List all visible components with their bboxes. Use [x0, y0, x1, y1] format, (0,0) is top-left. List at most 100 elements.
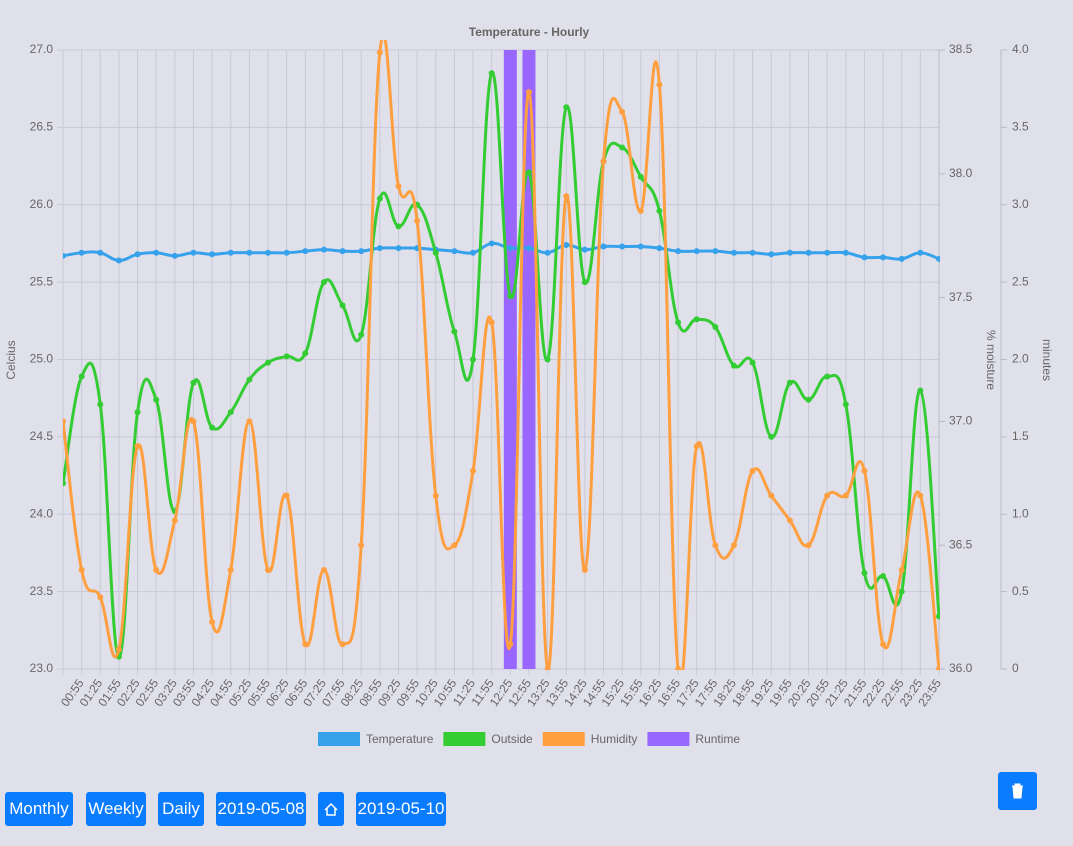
- point: [619, 144, 626, 151]
- y3-tick-label: 1.0: [1012, 506, 1029, 520]
- point: [842, 401, 849, 408]
- point: [488, 70, 495, 77]
- point: [525, 245, 532, 252]
- point: [898, 588, 905, 595]
- point: [63, 418, 66, 425]
- point: [805, 249, 812, 256]
- point: [190, 418, 197, 425]
- point: [78, 373, 85, 380]
- point: [544, 356, 551, 363]
- home-icon: [324, 802, 338, 816]
- point: [320, 279, 327, 286]
- plot-area: [63, 40, 940, 670]
- point: [134, 409, 141, 416]
- delete-button[interactable]: [998, 772, 1037, 810]
- legend-label: Temperature: [366, 732, 434, 746]
- point: [675, 666, 682, 670]
- point: [339, 248, 346, 255]
- point: [880, 573, 887, 580]
- point: [414, 217, 421, 224]
- point: [917, 249, 924, 256]
- point: [936, 255, 940, 262]
- line: [63, 40, 940, 670]
- button[interactable]: Daily: [158, 792, 204, 826]
- point: [637, 243, 644, 250]
- point: [358, 542, 365, 549]
- legend-swatch: [318, 732, 360, 746]
- point: [339, 641, 346, 648]
- point: [78, 566, 85, 573]
- point: [861, 467, 868, 474]
- point: [78, 249, 85, 256]
- point: [730, 542, 737, 549]
- y3-tick-label: 3.0: [1012, 197, 1029, 211]
- bar: [503, 50, 517, 669]
- point: [63, 480, 66, 487]
- point: [63, 252, 66, 259]
- legend-swatch: [542, 732, 585, 746]
- point: [339, 302, 346, 309]
- point: [209, 424, 216, 431]
- y-tick-label: 25.5: [30, 274, 54, 288]
- point: [861, 570, 868, 577]
- y-tick-label: 23.0: [30, 661, 54, 675]
- point: [115, 257, 122, 264]
- point: [917, 387, 924, 394]
- point: [525, 89, 532, 96]
- point: [749, 467, 756, 474]
- point: [451, 328, 458, 335]
- y3-tick-label: 3.5: [1012, 120, 1029, 134]
- point: [936, 666, 940, 670]
- point: [842, 492, 849, 499]
- point: [97, 401, 104, 408]
- point: [171, 517, 178, 524]
- point: [134, 251, 141, 258]
- point: [395, 245, 402, 252]
- point: [768, 433, 775, 440]
- point: [209, 251, 216, 258]
- y3-tick-label: 2.0: [1012, 352, 1029, 366]
- y3-axis-title: minutes: [1040, 339, 1054, 381]
- y-tick-label: 27.0: [30, 42, 54, 56]
- y-tick-label: 23.5: [30, 584, 54, 598]
- button[interactable]: Monthly: [5, 792, 73, 826]
- point: [507, 641, 514, 648]
- y-tick-label: 26.0: [30, 197, 54, 211]
- point: [749, 249, 756, 256]
- home-button[interactable]: [318, 792, 344, 826]
- point: [97, 249, 104, 256]
- point: [153, 249, 160, 256]
- point: [786, 517, 793, 524]
- point: [936, 613, 940, 620]
- point: [283, 249, 290, 256]
- point: [619, 108, 626, 115]
- y2-tick-label: 37.5: [949, 290, 973, 304]
- point: [246, 249, 253, 256]
- button[interactable]: 2019-05-08: [216, 792, 306, 826]
- point: [712, 542, 719, 549]
- button[interactable]: 2019-05-10: [356, 792, 446, 826]
- y-tick-label: 24.0: [30, 506, 54, 520]
- point: [805, 542, 812, 549]
- point: [730, 249, 737, 256]
- button[interactable]: Weekly: [86, 792, 146, 826]
- point: [376, 195, 383, 202]
- point: [563, 241, 570, 248]
- point: [470, 356, 477, 363]
- y3-tick-label: 0.5: [1012, 584, 1029, 598]
- point: [451, 248, 458, 255]
- y2-axis-title: % moisture: [984, 330, 998, 390]
- point: [656, 207, 663, 214]
- point: [563, 193, 570, 200]
- y2-tick-label: 38.5: [949, 42, 973, 56]
- chart-title: Temperature - Hourly: [469, 25, 590, 39]
- point: [544, 666, 551, 670]
- point: [544, 249, 551, 256]
- point: [805, 396, 812, 403]
- y3-tick-label: 2.5: [1012, 274, 1029, 288]
- point: [432, 249, 439, 256]
- point: [190, 249, 197, 256]
- point: [525, 169, 532, 176]
- point: [302, 248, 309, 255]
- point: [358, 331, 365, 338]
